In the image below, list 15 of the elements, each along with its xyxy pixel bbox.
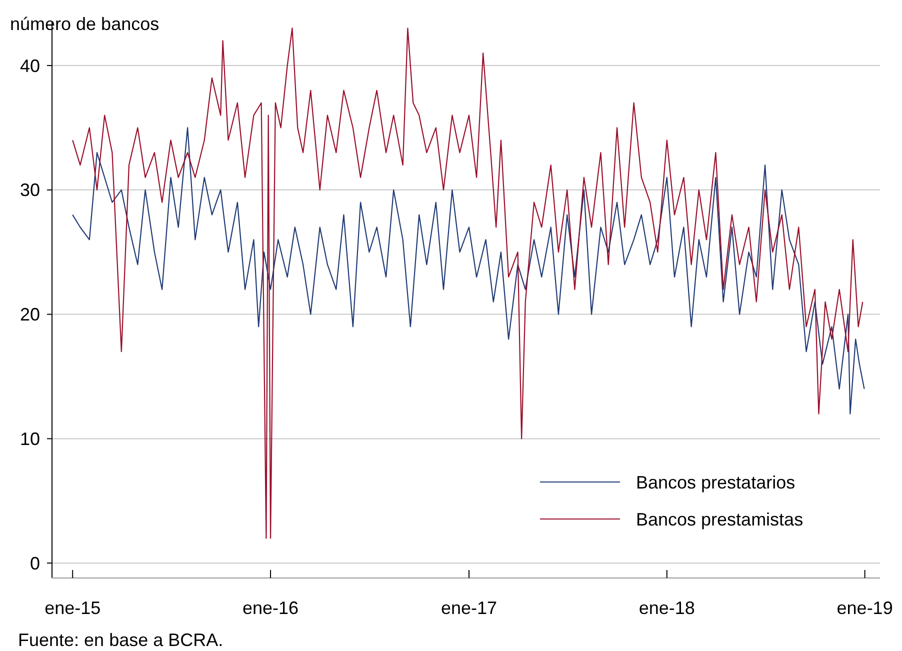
x-tick-label: ene-17 — [440, 598, 498, 618]
source-note: Fuente: en base a BCRA. — [18, 630, 224, 650]
y-tick-label: 20 — [20, 304, 40, 325]
x-tick-label: ene-15 — [44, 598, 101, 618]
x-tick-label: ene-19 — [836, 598, 893, 618]
legend-label: Bancos prestatarios — [636, 472, 796, 492]
x-tick-label: ene-16 — [242, 598, 299, 618]
y-axis-title: número de bancos — [10, 14, 160, 34]
y-tick-label: 10 — [20, 428, 40, 449]
line-series — [72, 127, 865, 414]
y-tick-label: 0 — [30, 553, 40, 574]
x-tick-label: ene-18 — [638, 598, 695, 618]
y-tick-label: 40 — [20, 56, 40, 76]
legend-label: Bancos prestamistas — [636, 509, 804, 530]
y-tick-label: 30 — [20, 180, 40, 200]
